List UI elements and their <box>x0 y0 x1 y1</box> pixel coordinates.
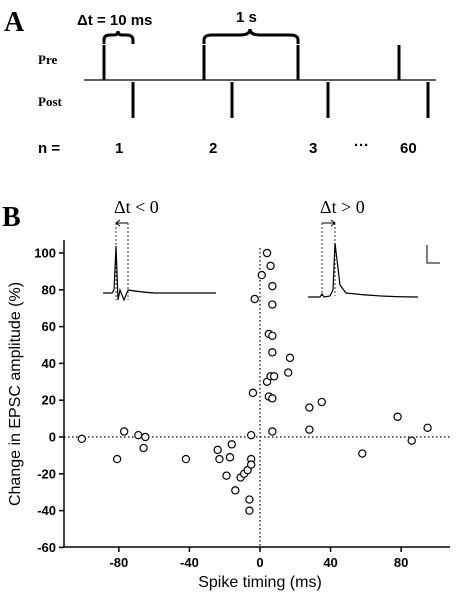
inset-trace-positive: Δt > 0 <box>308 197 440 298</box>
data-point <box>248 388 258 398</box>
delta-t-brace <box>102 30 135 44</box>
data-point <box>317 397 326 407</box>
data-point <box>181 454 191 464</box>
y-tick-label: 100 <box>34 246 56 261</box>
x-tick-label: 80 <box>394 555 408 570</box>
n-prefix: n = <box>38 140 60 157</box>
data-point <box>268 331 277 340</box>
count-60: 60 <box>400 140 417 157</box>
data-point <box>305 403 314 412</box>
data-point <box>246 430 256 440</box>
data-point <box>268 281 277 291</box>
data-point <box>141 432 150 442</box>
count-3: 3 <box>309 140 317 157</box>
data-point <box>139 443 148 453</box>
data-point <box>250 294 259 304</box>
count-2: 2 <box>209 140 217 157</box>
zero-lines <box>64 248 452 547</box>
y-tick-label: 60 <box>42 319 56 334</box>
y-ticks: -60 -40 -20 0 20 40 60 80 100 <box>34 246 64 555</box>
y-tick-label: 40 <box>42 356 56 371</box>
delta-t-label: Δt = 10 ms <box>77 12 152 29</box>
data-point <box>245 506 254 515</box>
data-point <box>227 440 236 449</box>
x-ticks: -80 -40 0 40 80 <box>109 547 408 570</box>
data-point <box>407 436 416 445</box>
data-point <box>257 270 266 280</box>
data-point <box>268 394 277 403</box>
inset-label-negative: Δt < 0 <box>114 197 159 217</box>
count-ellipsis: ··· <box>354 137 369 154</box>
inset-label-positive: Δt > 0 <box>320 197 365 217</box>
y-axis-label: Change in EPSC amplitude (%) <box>7 282 24 506</box>
y-tick-label: 20 <box>42 393 56 408</box>
x-tick-label: -40 <box>180 555 199 570</box>
data-point <box>268 348 277 357</box>
panel-b-letter: B <box>2 202 21 233</box>
y-tick-label: 80 <box>42 282 56 297</box>
data-point <box>231 486 240 495</box>
data-points <box>77 248 432 515</box>
data-point <box>222 471 231 480</box>
data-point <box>358 449 367 458</box>
data-point <box>245 495 254 504</box>
scale-bar <box>426 245 440 264</box>
x-tick-label: 40 <box>323 555 337 570</box>
data-point <box>305 425 314 434</box>
pre-label: Pre <box>38 52 57 67</box>
data-point <box>284 368 293 377</box>
inset-negative-arrow <box>115 219 128 227</box>
data-point <box>77 434 87 444</box>
inset-negative-trace <box>103 245 216 302</box>
data-point <box>215 454 224 464</box>
x-tick-label: 0 <box>256 555 263 570</box>
inset-positive-arrow <box>322 219 336 227</box>
scatter-axes <box>63 240 450 548</box>
y-tick-label: -60 <box>37 540 56 555</box>
data-point <box>225 453 235 462</box>
x-axis-label: Spike timing (ms) <box>198 574 322 591</box>
data-point <box>262 248 272 258</box>
y-tick-label: -40 <box>37 503 56 518</box>
count-1: 1 <box>115 140 123 157</box>
panel-b: B Δt < 0 Δt > 0 -60 -40 -20 0 20 40 60 80 100 -8… <box>2 197 452 591</box>
post-label: Post <box>38 94 63 109</box>
period-brace <box>202 28 300 44</box>
data-point <box>393 412 402 421</box>
data-point <box>266 261 275 271</box>
data-point <box>119 427 129 436</box>
data-point <box>246 460 256 469</box>
data-point <box>423 423 432 432</box>
y-tick-label: 0 <box>49 430 56 445</box>
x-tick-label: -80 <box>109 555 128 570</box>
data-point <box>268 300 277 309</box>
period-label: 1 s <box>236 9 257 26</box>
data-point <box>134 430 143 440</box>
data-point <box>112 454 122 464</box>
data-point <box>268 427 277 436</box>
data-point <box>269 372 279 381</box>
data-point <box>285 353 295 363</box>
y-tick-label: -20 <box>37 466 56 481</box>
panel-a: A Δt = 10 ms 1 s Pre Post n = 1 2 3 ··· … <box>4 7 436 157</box>
panel-a-letter: A <box>4 7 25 38</box>
inset-trace-negative: Δt < 0 <box>103 197 216 302</box>
inset-positive-trace <box>308 242 419 298</box>
data-point <box>213 445 222 455</box>
